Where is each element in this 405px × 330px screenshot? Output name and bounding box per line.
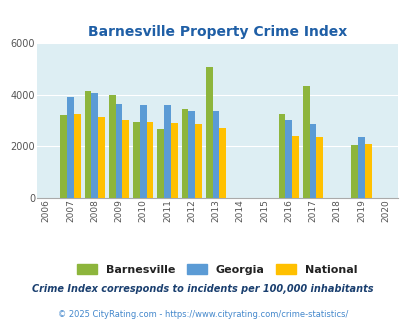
Bar	[195, 124, 201, 198]
Bar	[91, 93, 98, 198]
Bar	[164, 105, 171, 198]
Bar	[285, 120, 292, 198]
Bar	[212, 112, 219, 198]
Bar	[139, 105, 146, 198]
Bar	[350, 145, 357, 198]
Bar	[122, 120, 129, 198]
Bar	[181, 109, 188, 198]
Bar	[205, 67, 212, 198]
Bar	[98, 116, 104, 198]
Bar	[315, 137, 322, 198]
Bar	[278, 114, 285, 198]
Bar	[219, 128, 226, 198]
Bar	[364, 144, 371, 198]
Bar	[115, 104, 122, 198]
Bar	[84, 91, 91, 198]
Text: © 2025 CityRating.com - https://www.cityrating.com/crime-statistics/: © 2025 CityRating.com - https://www.city…	[58, 311, 347, 319]
Bar	[74, 114, 81, 198]
Bar	[67, 97, 74, 198]
Bar	[60, 115, 67, 198]
Bar	[292, 136, 298, 198]
Bar	[109, 95, 115, 198]
Text: Crime Index corresponds to incidents per 100,000 inhabitants: Crime Index corresponds to incidents per…	[32, 284, 373, 294]
Legend: Barnesville, Georgia, National: Barnesville, Georgia, National	[73, 259, 360, 279]
Bar	[357, 137, 364, 198]
Bar	[309, 124, 315, 198]
Bar	[157, 129, 164, 198]
Bar	[188, 112, 195, 198]
Bar	[171, 123, 177, 198]
Bar	[146, 122, 153, 198]
Title: Barnesville Property Crime Index: Barnesville Property Crime Index	[87, 25, 346, 39]
Bar	[302, 85, 309, 198]
Bar	[133, 122, 139, 198]
